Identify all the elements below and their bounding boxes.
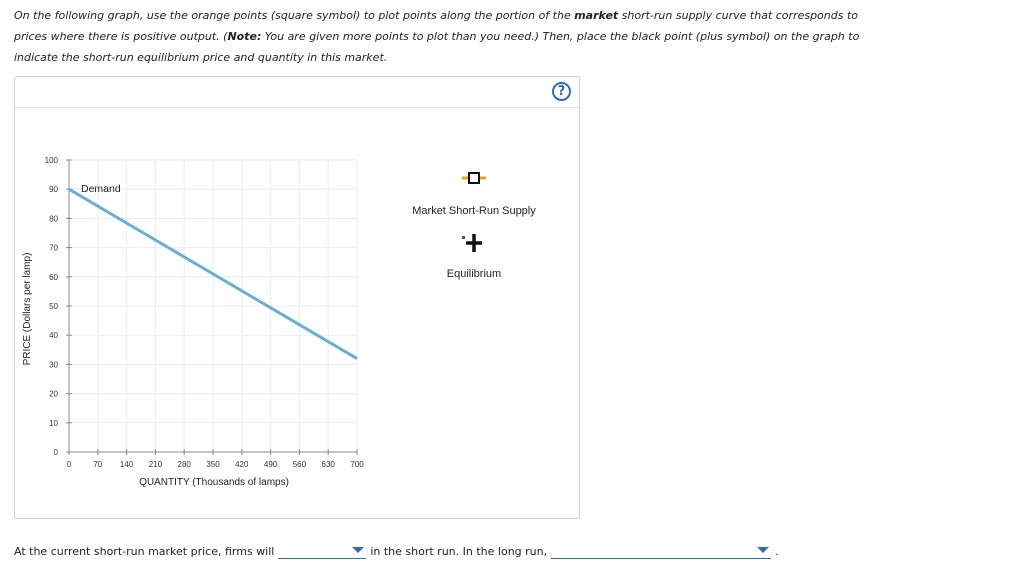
- question-row: At the current short-run market price, f…: [14, 543, 779, 559]
- firms-action-dropdown[interactable]: [278, 543, 367, 559]
- legend-equilibrium-plus-icon: [466, 234, 482, 252]
- question-text-1: At the current short-run market price, f…: [14, 544, 275, 558]
- legend-equilibrium-tool[interactable]: [462, 234, 482, 252]
- legend-supply-square-icon: [468, 172, 480, 184]
- instructions-bold-note: Note:: [227, 30, 262, 43]
- instructions: On the following graph, use the orange p…: [14, 5, 874, 68]
- chevron-down-icon: [757, 547, 770, 553]
- question-text-2: in the short run. In the long run,: [370, 544, 548, 558]
- instructions-bold-market: market: [574, 9, 619, 22]
- instructions-text-1: On the following graph, use the orange p…: [14, 9, 575, 22]
- chevron-down-icon: [352, 547, 365, 553]
- help-icon[interactable]: ?: [552, 82, 571, 101]
- question-text-3: .: [775, 544, 779, 558]
- legend-supply-tool[interactable]: [462, 172, 486, 184]
- graph-panel: ?: [14, 76, 580, 519]
- legend-equilibrium-dot-icon: [462, 236, 465, 239]
- instructions-text-3: You are given more points to plot than y…: [14, 30, 860, 64]
- panel-toolbar: ?: [15, 77, 579, 108]
- long-run-dropdown[interactable]: [551, 543, 772, 559]
- instructions-text-2: short-run supply curve that corresponds …: [14, 9, 859, 43]
